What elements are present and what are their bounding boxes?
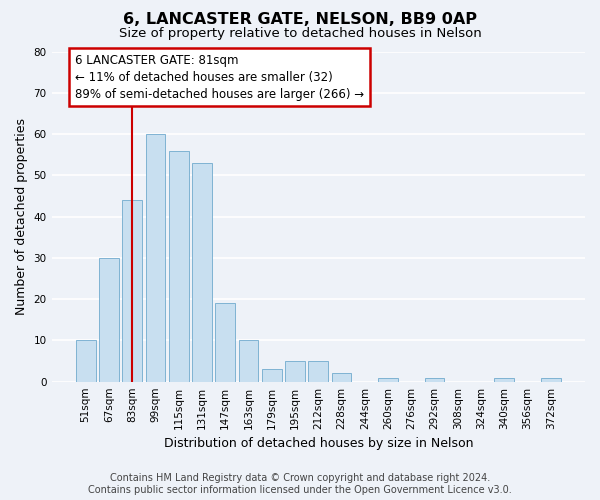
Bar	[378, 378, 398, 382]
Bar	[425, 378, 445, 382]
Text: Size of property relative to detached houses in Nelson: Size of property relative to detached ho…	[119, 28, 481, 40]
Bar	[76, 340, 95, 382]
Text: 6 LANCASTER GATE: 81sqm
← 11% of detached houses are smaller (32)
89% of semi-de: 6 LANCASTER GATE: 81sqm ← 11% of detache…	[75, 54, 364, 100]
Bar	[192, 163, 212, 382]
Bar	[239, 340, 259, 382]
Bar	[308, 361, 328, 382]
X-axis label: Distribution of detached houses by size in Nelson: Distribution of detached houses by size …	[164, 437, 473, 450]
Bar	[99, 258, 119, 382]
Text: Contains HM Land Registry data © Crown copyright and database right 2024.
Contai: Contains HM Land Registry data © Crown c…	[88, 474, 512, 495]
Y-axis label: Number of detached properties: Number of detached properties	[15, 118, 28, 315]
Bar	[122, 200, 142, 382]
Bar	[285, 361, 305, 382]
Bar	[169, 150, 188, 382]
Bar	[541, 378, 561, 382]
Bar	[332, 374, 352, 382]
Text: 6, LANCASTER GATE, NELSON, BB9 0AP: 6, LANCASTER GATE, NELSON, BB9 0AP	[123, 12, 477, 28]
Bar	[262, 370, 281, 382]
Bar	[494, 378, 514, 382]
Bar	[215, 304, 235, 382]
Bar	[146, 134, 166, 382]
